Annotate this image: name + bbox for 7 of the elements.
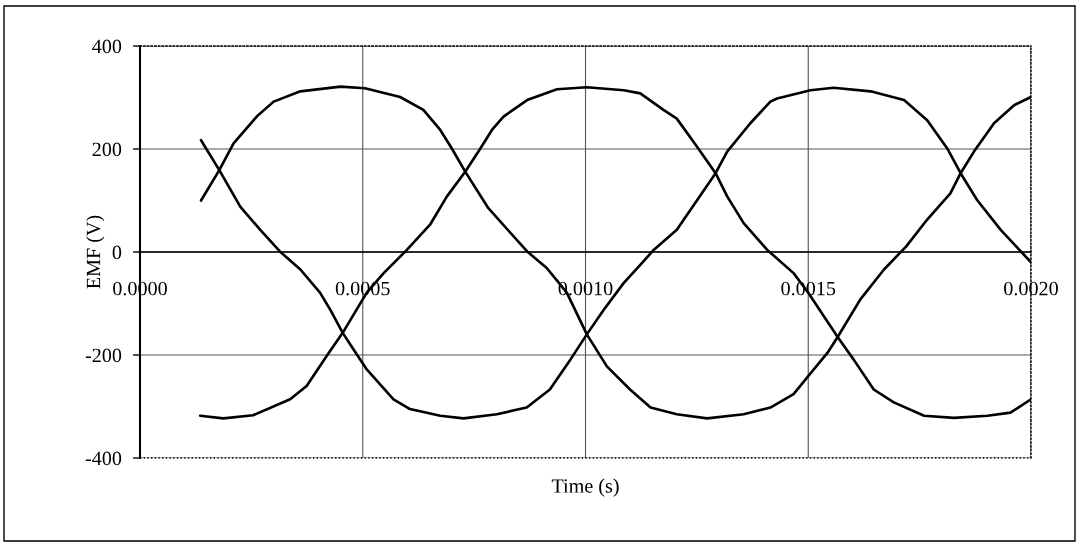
y-tick-label: -400 <box>85 451 122 466</box>
y-tick-label: 200 <box>92 142 122 157</box>
y-tick-label: -200 <box>85 348 122 363</box>
y-tick-label: 400 <box>92 39 122 54</box>
x-axis-title: Time (s) <box>551 478 619 497</box>
y-axis-title: EMF (V) <box>86 215 105 289</box>
y-tick-label: 0 <box>112 245 122 260</box>
